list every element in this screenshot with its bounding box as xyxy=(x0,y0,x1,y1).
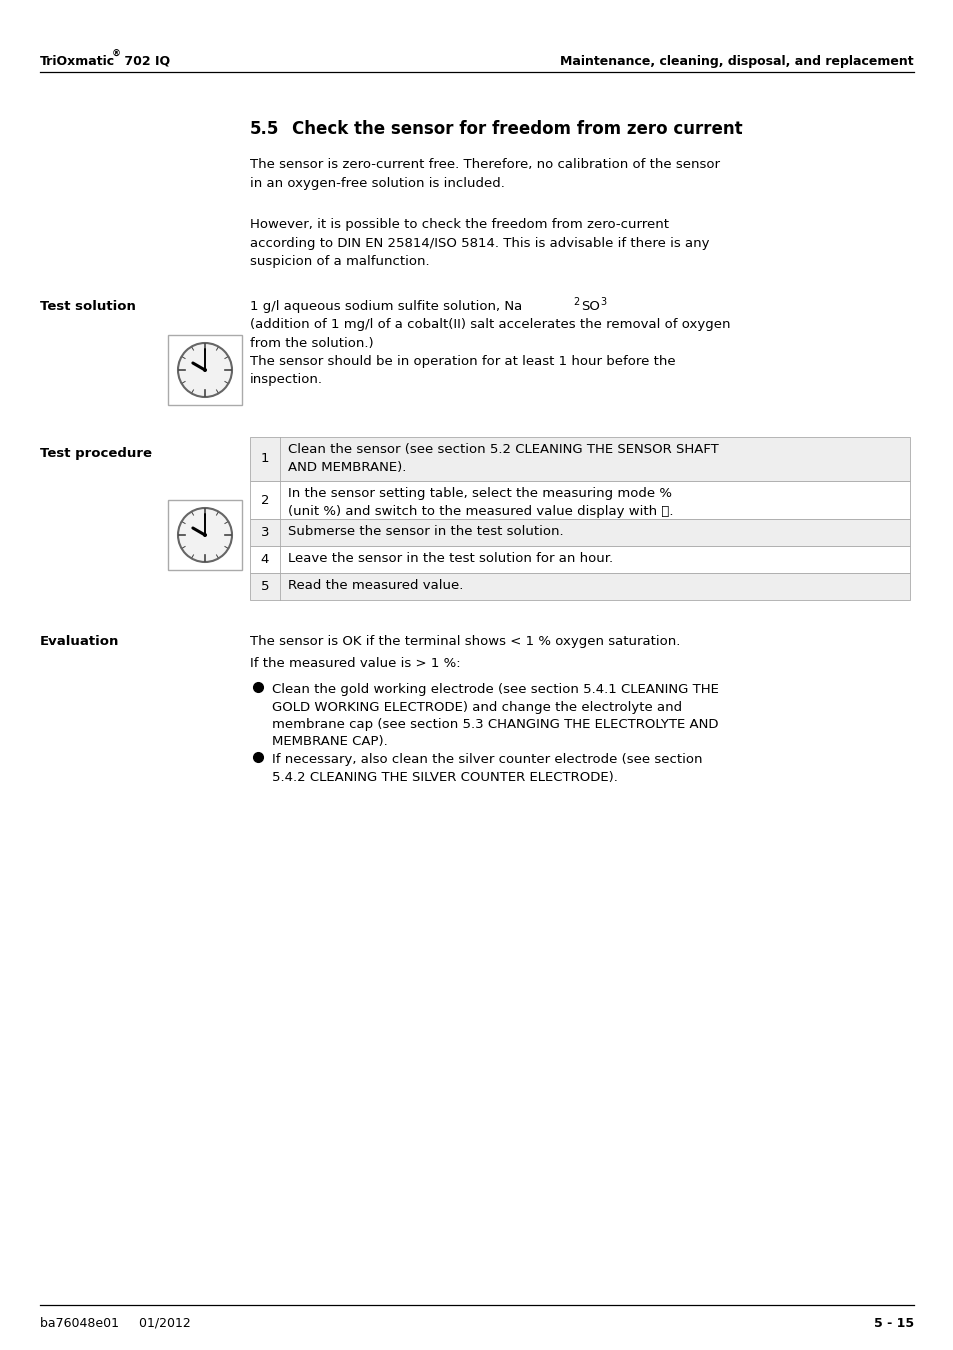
Circle shape xyxy=(178,343,232,397)
Text: 3: 3 xyxy=(599,297,605,306)
Text: Leave the sensor in the test solution for an hour.: Leave the sensor in the test solution fo… xyxy=(288,552,613,566)
Text: Test procedure: Test procedure xyxy=(40,447,152,460)
Text: Read the measured value.: Read the measured value. xyxy=(288,579,463,593)
Text: (addition of 1 mg/l of a cobalt(II) salt accelerates the removal of oxygen
from : (addition of 1 mg/l of a cobalt(II) salt… xyxy=(250,319,730,350)
FancyBboxPatch shape xyxy=(168,500,242,570)
Text: 5.5: 5.5 xyxy=(250,120,279,138)
Text: 3: 3 xyxy=(260,526,269,539)
Text: 702 IQ: 702 IQ xyxy=(120,55,170,68)
Text: Clean the gold working electrode (see section 5.4.1 CLEANING THE
GOLD WORKING EL: Clean the gold working electrode (see se… xyxy=(272,683,719,748)
Circle shape xyxy=(203,533,207,537)
Text: 5: 5 xyxy=(260,580,269,593)
Text: The sensor is zero-current free. Therefore, no calibration of the sensor
in an o: The sensor is zero-current free. Therefo… xyxy=(250,158,720,189)
Text: If the measured value is > 1 %:: If the measured value is > 1 %: xyxy=(250,657,460,670)
FancyBboxPatch shape xyxy=(250,572,909,599)
Text: Clean the sensor (see section 5.2 CLEANING THE SENSOR SHAFT
AND MEMBRANE).: Clean the sensor (see section 5.2 CLEANI… xyxy=(288,443,718,474)
Text: Maintenance, cleaning, disposal, and replacement: Maintenance, cleaning, disposal, and rep… xyxy=(559,55,913,68)
Circle shape xyxy=(203,369,207,373)
Text: ®: ® xyxy=(112,50,121,59)
Text: The sensor is OK if the terminal shows < 1 % oxygen saturation.: The sensor is OK if the terminal shows <… xyxy=(250,634,679,648)
Text: TriOxmatic: TriOxmatic xyxy=(40,55,115,68)
Text: SO: SO xyxy=(580,300,599,313)
Text: In the sensor setting table, select the measuring mode %
(unit %) and switch to : In the sensor setting table, select the … xyxy=(288,487,673,517)
Text: Submerse the sensor in the test solution.: Submerse the sensor in the test solution… xyxy=(288,525,563,539)
Text: ba76048e01     01/2012: ba76048e01 01/2012 xyxy=(40,1318,191,1330)
Circle shape xyxy=(178,508,232,562)
Text: Evaluation: Evaluation xyxy=(40,634,119,648)
Text: The sensor should be in operation for at least 1 hour before the
inspection.: The sensor should be in operation for at… xyxy=(250,355,675,386)
FancyBboxPatch shape xyxy=(250,518,909,545)
Text: 1: 1 xyxy=(260,452,269,466)
Text: 4: 4 xyxy=(260,554,269,566)
Text: 2: 2 xyxy=(260,494,269,506)
Text: 1 g/l aqueous sodium sulfite solution, Na: 1 g/l aqueous sodium sulfite solution, N… xyxy=(250,300,521,313)
FancyBboxPatch shape xyxy=(168,335,242,405)
Text: Check the sensor for freedom from zero current: Check the sensor for freedom from zero c… xyxy=(292,120,741,138)
FancyBboxPatch shape xyxy=(250,481,909,518)
Text: Test solution: Test solution xyxy=(40,300,135,313)
FancyBboxPatch shape xyxy=(250,545,909,572)
Text: However, it is possible to check the freedom from zero-current
according to DIN : However, it is possible to check the fre… xyxy=(250,217,709,269)
Text: 5 - 15: 5 - 15 xyxy=(873,1318,913,1330)
Text: If necessary, also clean the silver counter electrode (see section
5.4.2 CLEANIN: If necessary, also clean the silver coun… xyxy=(272,753,701,783)
Text: 2: 2 xyxy=(573,297,578,306)
FancyBboxPatch shape xyxy=(250,437,909,481)
